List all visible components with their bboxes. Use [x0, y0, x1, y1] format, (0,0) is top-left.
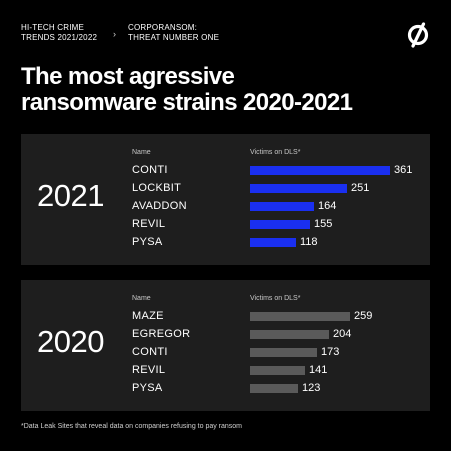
year-label: 2021: [37, 178, 104, 213]
header: HI-TECH CRIME TRENDS 2021/2022 › CORPORA…: [21, 22, 431, 48]
strain-name: LOCKBIT: [132, 182, 182, 194]
bar-row: REVIL 141: [21, 363, 430, 379]
name-column-header: Name: [132, 149, 151, 156]
bar-value-label: 251: [351, 182, 370, 194]
strain-name: CONTI: [132, 164, 168, 176]
bar-value-label: 123: [302, 382, 321, 394]
strain-name: PYSA: [132, 382, 163, 394]
bar: [250, 166, 390, 175]
bar-row: AVADDON 164: [21, 199, 430, 215]
bar-row: LOCKBIT 251: [21, 181, 430, 197]
bar: [250, 184, 347, 193]
bar-value-label: 361: [394, 164, 413, 176]
chart-panel-2020: 2020 Name Victims on DLS* MAZE 259 EGREGOR…: [21, 280, 430, 411]
bar: [250, 238, 296, 247]
bar: [250, 312, 350, 321]
strain-name: PYSA: [132, 236, 163, 248]
strain-name: AVADDON: [132, 200, 187, 212]
breadcrumb-chapter[interactable]: CORPORANSOM: THREAT NUMBER ONE: [128, 23, 220, 42]
bar-row: PYSA 123: [21, 381, 430, 397]
breadcrumb-report[interactable]: HI-TECH CRIME TRENDS 2021/2022: [21, 23, 98, 42]
slashed-circle-logo-icon: [407, 22, 429, 48]
strain-name: CONTI: [132, 346, 168, 358]
footnote: *Data Leak Sites that reveal data on com…: [21, 423, 243, 430]
strain-name: REVIL: [132, 218, 166, 230]
bar-value-label: 141: [309, 364, 328, 376]
bar-row: MAZE 259: [21, 309, 430, 325]
bar-value-label: 155: [314, 218, 333, 230]
bar: [250, 366, 305, 375]
page-title: The most agressive ransomware strains 20…: [21, 63, 353, 116]
bar-row: CONTI 361: [21, 163, 430, 179]
bar-row: CONTI 173: [21, 345, 430, 361]
bar-row: PYSA 118: [21, 235, 430, 251]
victims-column-header: Victims on DLS*: [250, 149, 301, 156]
bar: [250, 330, 329, 339]
name-column-header: Name: [132, 295, 151, 302]
year-label: 2020: [37, 324, 104, 359]
bar: [250, 384, 298, 393]
bar-value-label: 173: [321, 346, 340, 358]
strain-name: REVIL: [132, 364, 166, 376]
bar: [250, 220, 310, 229]
chart-panel-2021: 2021 Name Victims on DLS* CONTI 361 LOCKBI…: [21, 134, 430, 265]
bar: [250, 348, 317, 357]
bar: [250, 202, 314, 211]
bar-value-label: 204: [333, 328, 352, 340]
bar-value-label: 118: [300, 236, 318, 248]
strain-name: MAZE: [132, 310, 164, 322]
bar-row: REVIL 155: [21, 217, 430, 233]
bar-value-label: 259: [354, 310, 373, 322]
bar-value-label: 164: [318, 200, 337, 212]
strain-name: EGREGOR: [132, 328, 191, 340]
victims-column-header: Victims on DLS*: [250, 295, 301, 302]
bar-row: EGREGOR 204: [21, 327, 430, 343]
breadcrumb-chevron-icon: ›: [113, 29, 116, 39]
